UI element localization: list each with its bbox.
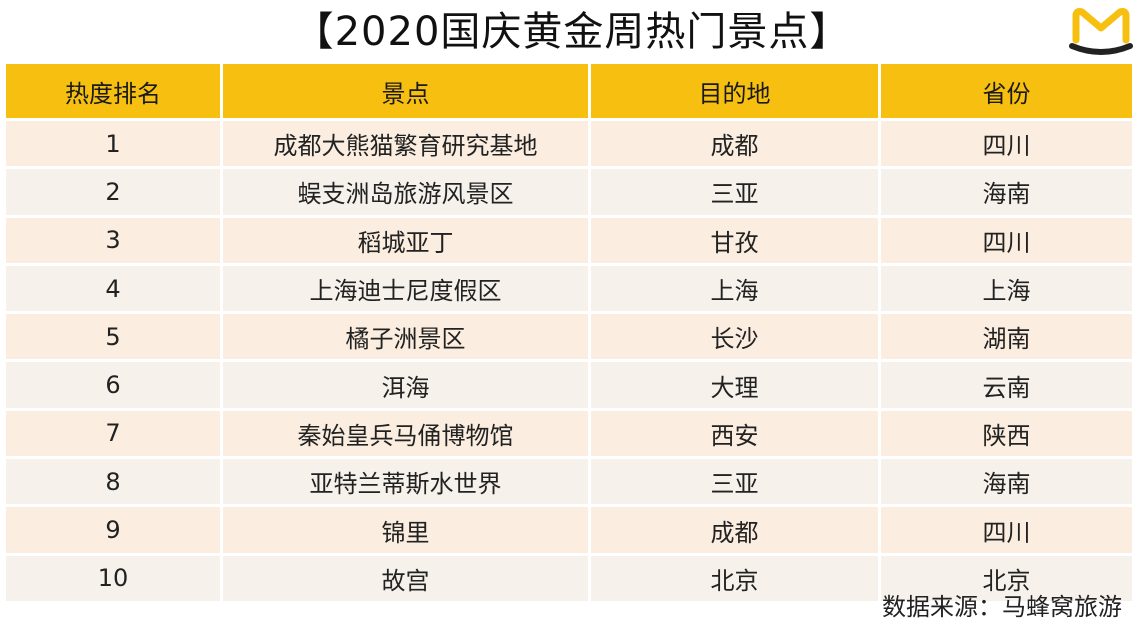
attraction-cell: 蜈支洲岛旅游风景区 xyxy=(223,169,591,215)
province-cell: 陕西 xyxy=(982,421,1031,450)
rank-cell: 2 xyxy=(6,169,223,215)
table-row: 3 稻城亚丁 甘孜 四川 xyxy=(6,217,1132,266)
attractions-table: 热度排名 景点 目的地 省份 1 成都大熊猫繁育研究基地 成都 四川 2 蜈支洲岛旅游风景… xyxy=(6,64,1132,604)
attraction-cell: 成都大熊猫繁育研究基地 xyxy=(223,121,591,167)
rank-cell: 7 xyxy=(6,410,223,457)
attraction-cell: 锦里 xyxy=(223,507,591,553)
rank-cell: 3 xyxy=(6,217,223,263)
rank-cell: 6 xyxy=(6,362,223,408)
province-cell: 北京 xyxy=(982,566,1031,595)
rank-cell: 1 xyxy=(6,121,223,167)
column-header-rank: 热度排名 xyxy=(6,64,223,118)
attraction-cell: 洱海 xyxy=(223,362,591,408)
destination-cell: 成都 xyxy=(591,121,881,167)
province-cell: 海南 xyxy=(982,180,1031,209)
attraction-cell: 故宫 xyxy=(223,555,591,601)
province-cell: 四川 xyxy=(982,132,1031,161)
table-row: 9 锦里 成都 四川 xyxy=(6,507,1132,556)
attraction-cell: 橘子洲景区 xyxy=(223,314,591,360)
province-cell: 海南 xyxy=(982,470,1031,499)
attraction-cell: 稻城亚丁 xyxy=(223,217,591,263)
table-row: 1 成都大熊猫繁育研究基地 成都 四川 xyxy=(6,121,1132,170)
destination-cell: 长沙 xyxy=(591,314,881,360)
destination-cell: 大理 xyxy=(591,362,881,408)
destination-cell: 成都 xyxy=(591,507,881,553)
destination-cell: 甘孜 xyxy=(591,217,881,263)
page-title: 【2020国庆黄金周热门景点】 xyxy=(293,9,851,55)
table-row: 4 上海迪士尼度假区 上海 上海 xyxy=(6,265,1132,315)
data-source-note: 数据来源：马蜂窝旅游 xyxy=(882,593,1122,621)
column-header-attraction: 景点 xyxy=(223,64,591,118)
destination-cell: 三亚 xyxy=(591,169,881,215)
table-row: 8 亚特兰蒂斯水世界 三亚 海南 xyxy=(6,459,1132,508)
column-header-province: 省份 xyxy=(982,79,1031,108)
mafengwo-m-logo-icon xyxy=(1069,8,1133,55)
rank-cell: 8 xyxy=(6,459,223,505)
table-header-row: 热度排名 景点 目的地 省份 xyxy=(6,64,1132,121)
province-cell: 湖南 xyxy=(982,325,1031,354)
destination-cell: 三亚 xyxy=(591,459,881,505)
province-cell: 云南 xyxy=(982,373,1031,402)
rank-cell: 9 xyxy=(6,507,223,553)
destination-cell: 西安 xyxy=(591,410,881,457)
table-row: 6 洱海 大理 云南 xyxy=(6,362,1132,411)
province-cell: 四川 xyxy=(982,518,1031,547)
table-row: 10 故宫 北京 北京 xyxy=(6,555,1132,604)
table-row: 5 橘子洲景区 长沙 湖南 xyxy=(6,314,1132,363)
attraction-cell: 亚特兰蒂斯水世界 xyxy=(223,459,591,505)
table-row: 2 蜈支洲岛旅游风景区 三亚 海南 xyxy=(6,169,1132,218)
destination-cell: 上海 xyxy=(591,265,881,312)
rank-cell: 4 xyxy=(6,265,223,312)
province-cell: 四川 xyxy=(982,228,1031,257)
rank-cell: 5 xyxy=(6,314,223,360)
destination-cell: 北京 xyxy=(591,555,881,601)
column-header-destination: 目的地 xyxy=(591,64,881,118)
province-cell: 上海 xyxy=(982,277,1031,306)
attraction-cell: 秦始皇兵马俑博物馆 xyxy=(223,410,591,457)
attraction-cell: 上海迪士尼度假区 xyxy=(223,265,591,312)
rank-cell: 10 xyxy=(6,555,223,601)
table-row: 7 秦始皇兵马俑博物馆 西安 陕西 xyxy=(6,410,1132,460)
